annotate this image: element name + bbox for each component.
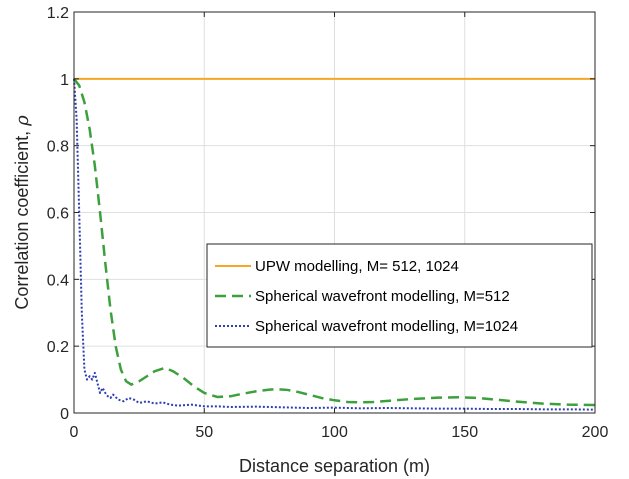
series-line-2 xyxy=(73,78,596,407)
x-tick-label: 200 xyxy=(582,424,609,441)
y-axis-label: Correlation coefficient, ρ xyxy=(12,115,33,310)
series-line-3 xyxy=(73,78,596,411)
grid xyxy=(74,12,595,413)
y-axis-label-text: Correlation coefficient, xyxy=(12,126,32,310)
plot-series xyxy=(73,77,596,411)
legend-label-2: Spherical wavefront modelling, M=512 xyxy=(255,288,510,305)
y-tick-label: 0.4 xyxy=(47,272,69,289)
y-tick-label: 0 xyxy=(60,406,69,423)
legend: UPW modelling, M= 512, 1024 Spherical wav… xyxy=(206,243,593,348)
y-axis-label-symbol: ρ xyxy=(12,115,33,127)
tick-labels: 0 50 100 150 200 0 0.2 0.4 0.6 0.8 1 1.2 xyxy=(47,5,609,441)
x-tick-label: 100 xyxy=(321,424,348,441)
axes xyxy=(73,11,596,414)
y-tick-label: 0.6 xyxy=(47,206,69,223)
x-tick-label: 150 xyxy=(451,424,478,441)
x-tick-label: 50 xyxy=(195,424,213,441)
y-tick-label: 1.2 xyxy=(47,5,69,22)
y-tick-label: 0.2 xyxy=(47,339,69,356)
y-tick-label: 1 xyxy=(60,72,69,89)
x-tick-label: 0 xyxy=(70,424,79,441)
x-axis-label: Distance separation (m) xyxy=(239,456,430,476)
legend-box xyxy=(206,243,593,348)
y-tick-label: 0.8 xyxy=(47,139,69,156)
legend-label-3: Spherical wavefront modelling, M=1024 xyxy=(255,318,518,335)
legend-label-1: UPW modelling, M= 512, 1024 xyxy=(255,258,459,275)
